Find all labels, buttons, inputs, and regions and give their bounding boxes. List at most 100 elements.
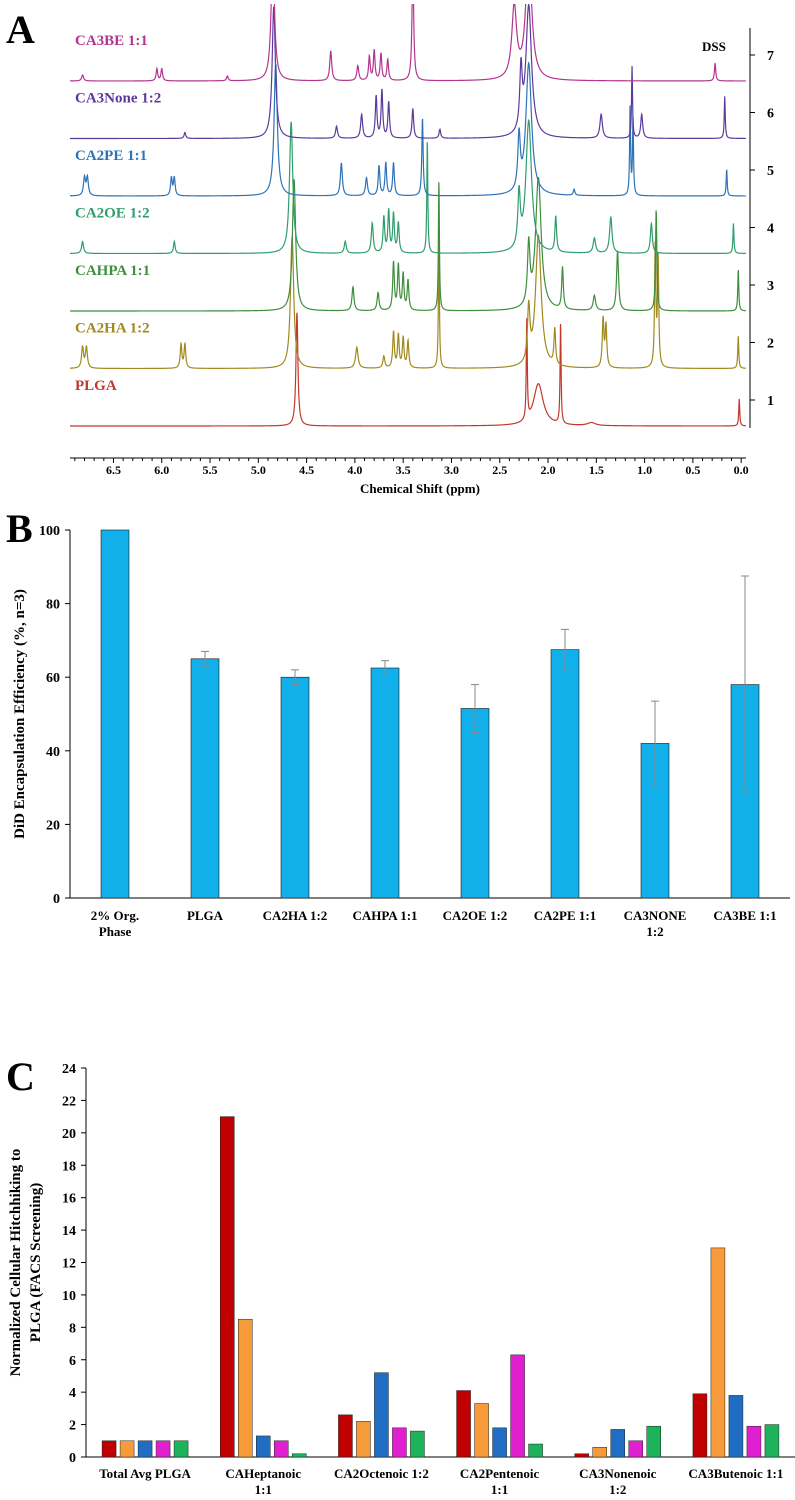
spectrum-line xyxy=(70,176,746,312)
bar xyxy=(280,676,310,899)
bar xyxy=(456,1390,471,1458)
y-tick-label: 6 xyxy=(69,1354,76,1369)
y-axis-title: Normalized Cellular Hitchhiking to xyxy=(8,1149,24,1377)
bar xyxy=(628,1440,643,1458)
y-tick-label: 4 xyxy=(69,1386,76,1401)
bar xyxy=(374,1372,389,1458)
bar xyxy=(510,1354,525,1458)
bar xyxy=(173,1440,189,1458)
bar xyxy=(155,1440,171,1458)
track-tick-label: 6 xyxy=(767,107,774,122)
bar xyxy=(646,1425,661,1458)
bar xyxy=(338,1414,353,1458)
category-label: 1:2 xyxy=(646,924,663,939)
x-tick-label: 4.5 xyxy=(299,463,314,477)
bar xyxy=(101,1440,117,1458)
bar xyxy=(119,1440,135,1458)
y-tick-label: 18 xyxy=(62,1159,76,1174)
category-label: PLGA xyxy=(187,908,224,923)
nmr-spectra-panel: PLGA CA2HA 1:2 CAHPA 1:1 CA2OE 1:2 CA2PE 1:1… xyxy=(69,4,774,496)
category-label: 2% Org. xyxy=(91,908,139,923)
x-tick-label: 1.5 xyxy=(589,463,604,477)
category-label: 1:2 xyxy=(609,1482,626,1497)
x-tick-label: 2.0 xyxy=(541,463,556,477)
y-tick-label: 80 xyxy=(46,598,60,613)
x-axis-title: Chemical Shift (ppm) xyxy=(360,481,480,496)
category-label: Phase xyxy=(99,924,132,939)
bar xyxy=(238,1318,253,1458)
category-label: CA2HA 1:2 xyxy=(263,908,328,923)
spectrum-line xyxy=(69,61,746,197)
y-axis-title: DiD Encapsulation Efficiency (%, n=3) xyxy=(12,589,28,839)
category-label: CAHPA 1:1 xyxy=(352,908,417,923)
bar xyxy=(692,1393,708,1458)
spectrum-label: CA3None 1:2 xyxy=(75,91,161,107)
x-tick-label: 1.0 xyxy=(637,463,652,477)
y-tick-label: 2 xyxy=(69,1419,76,1434)
category-label: Total Avg PLGA xyxy=(99,1466,191,1481)
spectrum-label: CAHPA 1:1 xyxy=(75,263,150,279)
bar xyxy=(574,1453,589,1458)
y-tick-label: 22 xyxy=(62,1094,76,1109)
x-tick-label: 3.5 xyxy=(396,463,411,477)
bar xyxy=(474,1403,489,1458)
spectrum-label: CA3BE 1:1 xyxy=(75,33,148,49)
y-tick-label: 20 xyxy=(46,818,60,833)
encapsulation-bar-chart: 0 20 40 60 80 100 2% Org.Phase PLGA CA2HA 1:2 CAH… xyxy=(12,524,790,939)
y-tick-label: 12 xyxy=(62,1257,76,1272)
y-tick-label: 100 xyxy=(39,524,60,539)
spectrum-label: CA2PE 1:1 xyxy=(75,148,147,164)
x-tick-label: 2.5 xyxy=(492,463,507,477)
spectrum-label: PLGA xyxy=(75,378,117,394)
bar xyxy=(764,1424,780,1458)
bar xyxy=(528,1443,543,1458)
spectrum-label: CA2OE 1:2 xyxy=(75,206,150,222)
panel-label-c: C xyxy=(6,1054,35,1099)
dss-annotation: DSS xyxy=(702,39,726,54)
x-tick-label: 5.5 xyxy=(203,463,218,477)
category-label: CA3BE 1:1 xyxy=(713,908,776,923)
bar xyxy=(550,649,580,899)
bar xyxy=(190,658,220,899)
track-tick-label: 1 xyxy=(767,394,774,409)
y-tick-label: 24 xyxy=(62,1062,76,1077)
bar xyxy=(356,1421,371,1458)
category-label: CA3Nonenoic xyxy=(579,1466,657,1481)
bar xyxy=(220,1116,235,1458)
track-tick-label: 4 xyxy=(767,222,774,237)
category-label: CA2Pentenoic xyxy=(460,1466,540,1481)
y-tick-label: 40 xyxy=(46,745,60,760)
track-tick-label: 5 xyxy=(767,164,774,179)
spectrum-line xyxy=(70,4,746,140)
category-label: 1:1 xyxy=(491,1482,508,1497)
bar xyxy=(746,1425,762,1458)
spectrum-line xyxy=(69,234,746,370)
spectrum-line xyxy=(70,312,746,427)
bar xyxy=(728,1395,744,1458)
spectrum-line xyxy=(70,4,746,82)
bar xyxy=(100,529,130,899)
category-label: CA3Butenoic 1:1 xyxy=(688,1466,783,1481)
x-tick-label: 0.5 xyxy=(685,463,700,477)
y-tick-label: 8 xyxy=(69,1321,76,1336)
y-tick-label: 14 xyxy=(62,1224,76,1239)
x-tick-label: 5.0 xyxy=(251,463,266,477)
bar xyxy=(137,1440,153,1458)
bar xyxy=(274,1440,289,1458)
x-tick-label: 6.5 xyxy=(106,463,121,477)
y-tick-label: 16 xyxy=(62,1192,76,1207)
x-tick-label: 0.0 xyxy=(734,463,749,477)
track-tick-label: 7 xyxy=(767,49,774,64)
y-tick-label: 10 xyxy=(62,1289,76,1304)
category-label: CA2Octenoic 1:2 xyxy=(334,1466,429,1481)
bar xyxy=(370,667,400,899)
x-tick-label: 4.0 xyxy=(347,463,362,477)
bar xyxy=(460,708,490,899)
panel-label-b: B xyxy=(6,506,33,551)
category-label: CA3NONE xyxy=(624,908,687,923)
y-tick-label: 0 xyxy=(69,1451,76,1466)
y-tick-label: 20 xyxy=(62,1127,76,1142)
spectrum-line xyxy=(69,118,746,255)
